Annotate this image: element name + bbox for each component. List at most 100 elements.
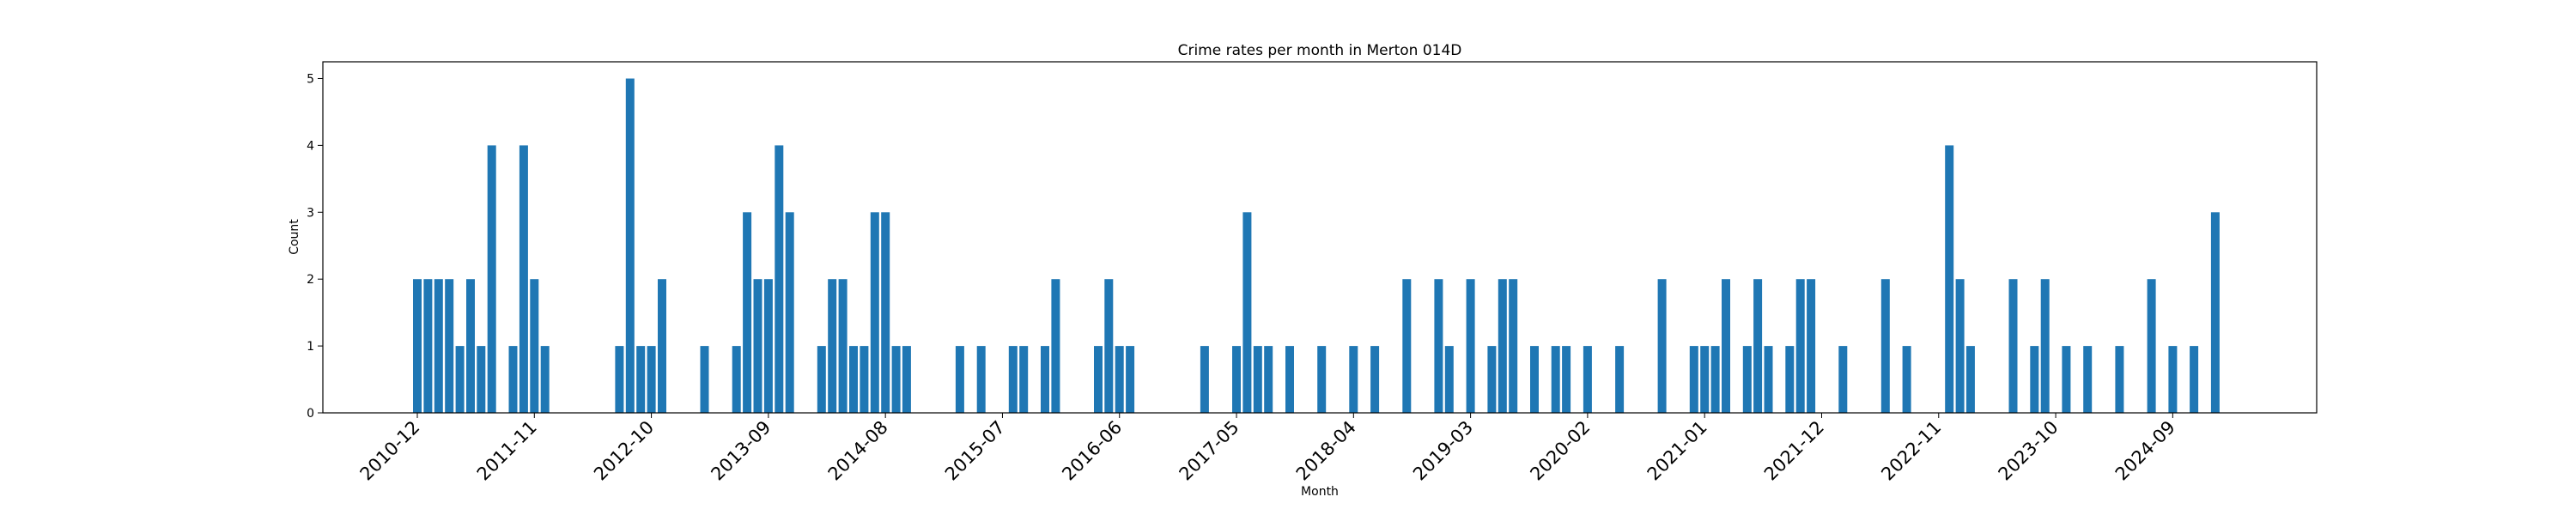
y-tick-label-3: 3 [307, 206, 314, 220]
x-tick-label-2018-04: 2018-04 [1292, 417, 1360, 485]
bar-2011-09 [508, 346, 518, 413]
bar-2020-05 [1615, 346, 1625, 413]
bar-2017-05 [1232, 346, 1241, 413]
x-axis-label: Month [1301, 485, 1339, 499]
bar-2023-11 [2062, 346, 2071, 413]
y-tick-label-4: 4 [307, 139, 314, 153]
bar-2014-06 [860, 346, 869, 413]
bar-2011-10 [519, 145, 528, 413]
y-tick-label-2: 2 [307, 273, 314, 287]
bar-2011-07 [487, 145, 496, 413]
bar-2019-05 [1487, 346, 1497, 413]
x-tick-label-2021-12: 2021-12 [1760, 417, 1828, 485]
bar-2014-02 [817, 346, 826, 413]
bar-2017-08 [1264, 346, 1273, 413]
bar-2019-12 [1562, 346, 1571, 413]
bar-2015-03 [955, 346, 964, 413]
bar-2016-04 [1094, 346, 1103, 413]
bar-2024-07 [2147, 279, 2156, 413]
bar-2014-03 [828, 279, 837, 413]
x-axis: 2010-12 2011-11 2012-10 2013-09 2014-08 2015-… [356, 413, 2179, 485]
x-tick-label-2010-12: 2010-12 [356, 417, 424, 485]
x-tick-label-2024-09: 2024-09 [2111, 417, 2179, 485]
bar-2018-01 [1317, 346, 1327, 413]
bar-2024-11 [2190, 346, 2199, 413]
bar-2025-01 [2210, 212, 2220, 413]
plot-frame [322, 61, 2318, 414]
bar-2023-06 [2008, 279, 2018, 413]
bar-2010-12 [413, 279, 422, 413]
bar-2019-01 [1444, 346, 1454, 413]
y-axis: 0 1 2 3 4 5 [307, 72, 323, 421]
bar-2014-08 [881, 212, 890, 413]
bar-2013-03 [700, 346, 709, 413]
bar-series [413, 78, 2220, 413]
bar-2021-10 [1795, 279, 1805, 413]
bar-2011-12 [540, 346, 550, 413]
bar-2014-05 [849, 346, 858, 413]
bar-2020-12 [1689, 346, 1698, 413]
bar-2017-02 [1200, 346, 1209, 413]
x-tick-label-2021-01: 2021-01 [1643, 417, 1711, 485]
bar-2018-06 [1370, 346, 1380, 413]
bar-2016-07 [1126, 346, 1135, 413]
bar-2023-02 [1965, 346, 1975, 413]
bar-2011-02 [434, 279, 443, 413]
bar-2021-07 [1764, 346, 1773, 413]
x-tick-label-2019-03: 2019-03 [1409, 417, 1477, 485]
x-tick-label-2023-10: 2023-10 [1995, 417, 2063, 485]
bar-2024-04 [2115, 346, 2124, 413]
bar-2013-11 [785, 212, 794, 413]
bar-2014-09 [891, 346, 901, 413]
x-tick-label-2015-07: 2015-07 [941, 417, 1009, 485]
bar-2017-06 [1242, 212, 1252, 413]
bar-2018-04 [1349, 346, 1358, 413]
bar-2024-09 [2168, 346, 2178, 413]
bar-2011-05 [466, 279, 475, 413]
bar-2017-10 [1285, 346, 1294, 413]
bar-2021-09 [1785, 346, 1795, 413]
bar-2013-10 [775, 145, 784, 413]
x-tick-label-2014-08: 2014-08 [824, 417, 892, 485]
x-tick-label-2016-06: 2016-06 [1058, 417, 1126, 485]
bar-2019-11 [1551, 346, 1560, 413]
bar-2018-09 [1402, 279, 1412, 413]
bar-2013-09 [763, 279, 773, 413]
bar-2020-02 [1583, 346, 1592, 413]
bar-2015-12 [1051, 279, 1060, 413]
x-tick-label-2020-02: 2020-02 [1526, 417, 1594, 485]
x-tick-label-2017-05: 2017-05 [1176, 417, 1243, 485]
bar-2023-09 [2040, 279, 2050, 413]
y-tick-label-5: 5 [307, 72, 314, 86]
bar-2014-04 [838, 279, 848, 413]
bar-2011-06 [477, 346, 486, 413]
bar-2019-03 [1466, 279, 1475, 413]
bar-2012-08 [625, 78, 635, 413]
bar-2016-06 [1115, 346, 1124, 413]
bar-2011-01 [423, 279, 433, 413]
bar-2021-11 [1807, 279, 1816, 413]
bar-2011-11 [530, 279, 539, 413]
x-tick-label-2012-10: 2012-10 [590, 417, 658, 485]
bar-2022-06 [1880, 279, 1890, 413]
bar-2013-08 [753, 279, 762, 413]
y-axis-label: Count [288, 219, 301, 255]
bar-2011-04 [455, 346, 465, 413]
bar-2014-10 [902, 346, 911, 413]
y-tick-label-1: 1 [307, 340, 314, 354]
bar-2019-07 [1509, 279, 1518, 413]
bar-2019-06 [1498, 279, 1507, 413]
bar-2013-07 [743, 212, 752, 413]
bar-2023-01 [1955, 279, 1965, 413]
bar-2012-10 [647, 346, 656, 413]
x-tick-label-2013-09: 2013-09 [707, 417, 775, 485]
bar-2016-05 [1104, 279, 1114, 413]
y-tick-label-0: 0 [307, 407, 314, 421]
bar-2014-07 [870, 212, 879, 413]
bar-2021-05 [1742, 346, 1752, 413]
bar-2018-12 [1434, 279, 1443, 413]
bar-2012-11 [658, 279, 666, 413]
bar-2024-01 [2083, 346, 2093, 413]
bar-2015-08 [1008, 346, 1018, 413]
bar-2012-07 [615, 346, 624, 413]
